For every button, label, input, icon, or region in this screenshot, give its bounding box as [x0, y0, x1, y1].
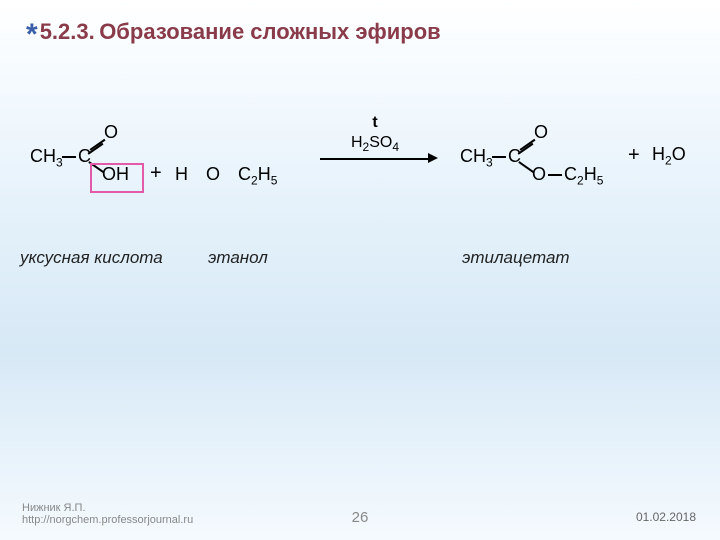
label-ethanol: этанол [208, 248, 268, 268]
o-label: O [206, 164, 220, 185]
reaction-scheme: CH3 C O OH + H O C2H5 t H2SO4 CH3 C O [30, 120, 690, 240]
bond [62, 156, 76, 158]
title-number: 5.2.3. [40, 19, 95, 44]
reaction-arrow-head [428, 153, 438, 163]
footer-page: 26 [0, 509, 720, 526]
c2h5-label: C2H5 [564, 164, 603, 188]
ch3-label: CH3 [460, 146, 493, 170]
page-title: *5.2.3. Образование сложных эфиров [26, 18, 441, 52]
bond [492, 156, 506, 158]
o-label: O [104, 122, 118, 143]
arrow-cond-t: t [320, 114, 430, 132]
label-ethylacetate: этилацетат [462, 248, 570, 268]
highlight-box [90, 163, 144, 193]
title-asterisk: * [26, 18, 38, 51]
reagent-ethanol: H [175, 164, 188, 185]
o-label: O [532, 164, 546, 185]
bond [548, 174, 562, 176]
product-ethylacetate: CH3 C O O C2H5 [460, 120, 620, 200]
product-water: H2O [652, 144, 686, 168]
arrow-cond-h2so4: H2SO4 [320, 134, 430, 154]
ch3-label: CH3 [30, 146, 63, 170]
plus-sign: + [150, 162, 162, 185]
title-text: Образование сложных эфиров [99, 19, 441, 44]
plus-sign: + [628, 144, 640, 167]
label-acetic-acid: уксусная кислота [20, 248, 163, 268]
footer-date: 01.02.2018 [636, 510, 696, 524]
c2h5-label: C2H5 [238, 164, 277, 188]
reaction-arrow [320, 158, 430, 160]
o-label: O [534, 122, 548, 143]
